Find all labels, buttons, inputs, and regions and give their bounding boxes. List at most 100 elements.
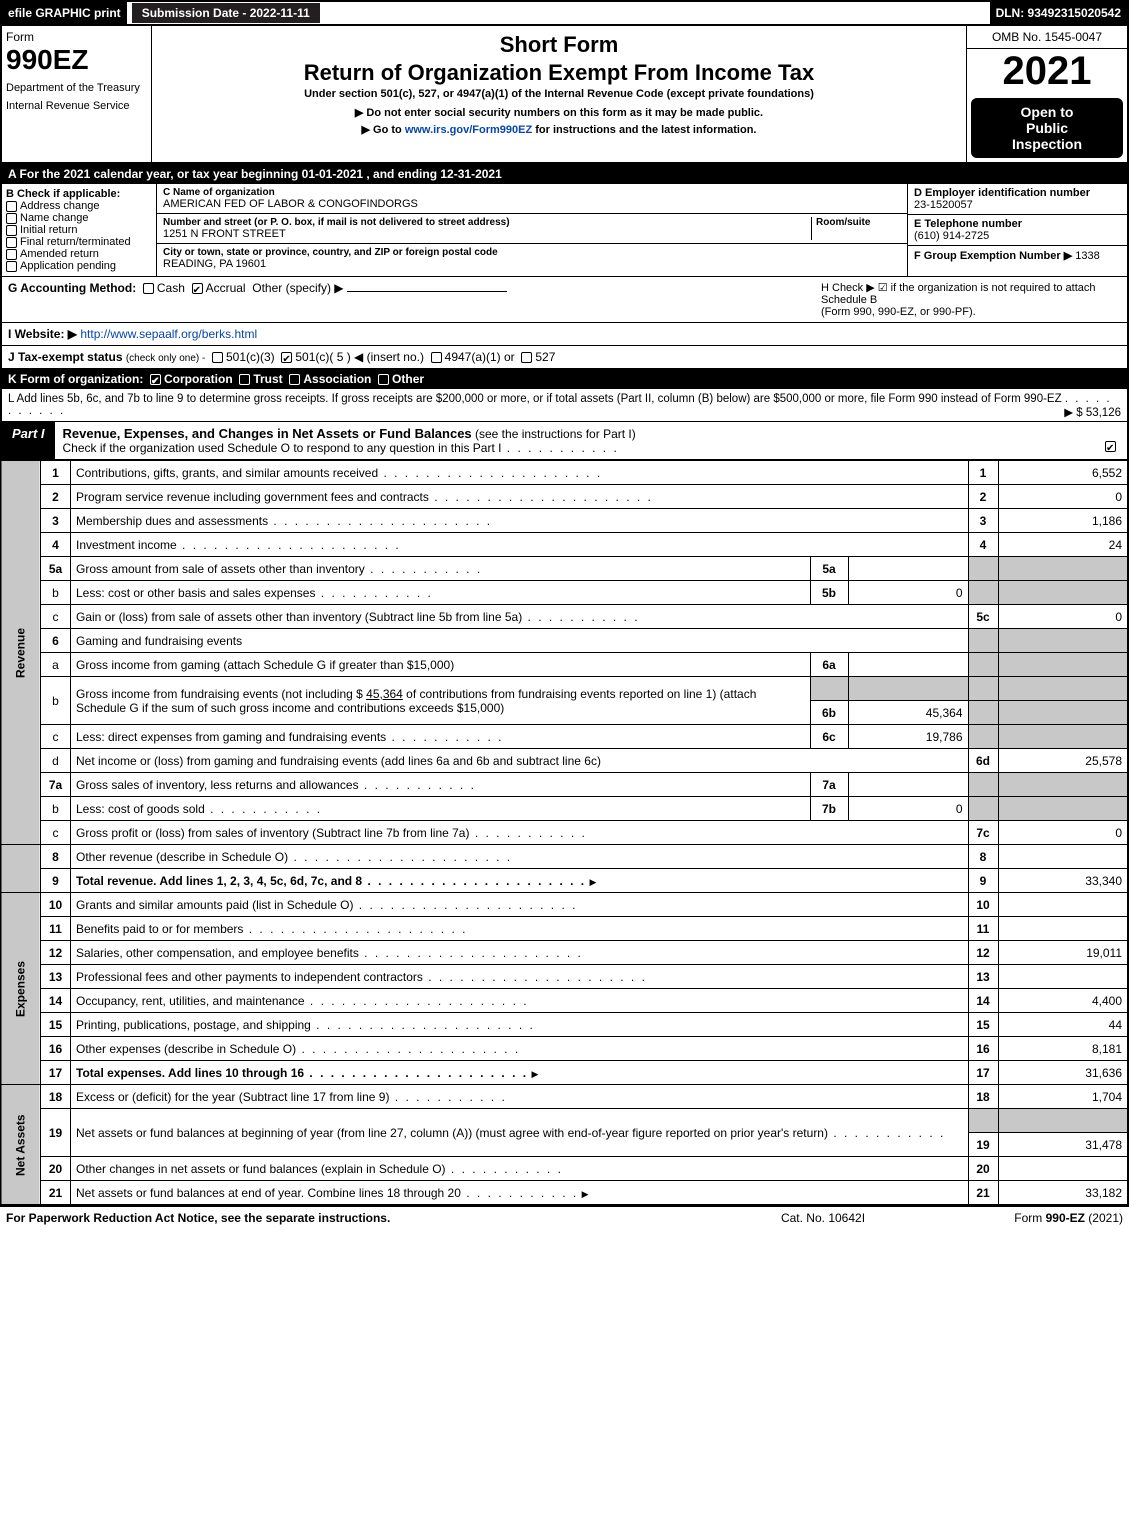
chk-association[interactable] bbox=[289, 374, 300, 385]
table-row: 6Gaming and fundraising events bbox=[1, 629, 1128, 653]
desc: Gross income from gaming (attach Schedul… bbox=[71, 653, 811, 677]
part-i-desc: Revenue, Expenses, and Changes in Net As… bbox=[55, 422, 1127, 459]
org-name: AMERICAN FED OF LABOR & CONGOFINDORGS bbox=[163, 198, 901, 210]
lbl-name-change: Name change bbox=[20, 212, 89, 224]
c-street-label: Number and street (or P. O. box, if mail… bbox=[163, 217, 811, 228]
mini-ln: 6b bbox=[810, 701, 848, 725]
val: 44 bbox=[998, 1013, 1128, 1037]
j-label: J Tax-exempt status bbox=[8, 350, 123, 364]
arrow-icon bbox=[589, 874, 599, 888]
table-row: 16Other expenses (describe in Schedule O… bbox=[1, 1037, 1128, 1061]
lbl-address-change: Address change bbox=[20, 200, 100, 212]
ln: 1 bbox=[41, 461, 71, 485]
efile-print[interactable]: efile GRAPHIC print bbox=[2, 2, 127, 24]
desc: Salaries, other compensation, and employ… bbox=[76, 946, 583, 960]
chk-schedule-o[interactable] bbox=[1105, 441, 1116, 452]
chk-501c3[interactable] bbox=[212, 352, 223, 363]
val: 0 bbox=[998, 821, 1128, 845]
chk-final-return[interactable] bbox=[6, 237, 17, 248]
chk-4947[interactable] bbox=[431, 352, 442, 363]
chk-other-org[interactable] bbox=[378, 374, 389, 385]
num: 19 bbox=[968, 1133, 998, 1157]
chk-527[interactable] bbox=[521, 352, 532, 363]
num-grey bbox=[968, 653, 998, 677]
desc: Less: cost or other basis and sales expe… bbox=[76, 586, 433, 600]
num: 8 bbox=[968, 845, 998, 869]
desc: Net assets or fund balances at beginning… bbox=[76, 1126, 945, 1140]
footer-right-post: (2021) bbox=[1085, 1211, 1123, 1225]
ln: 15 bbox=[41, 1013, 71, 1037]
desc: Gross amount from sale of assets other t… bbox=[76, 562, 482, 576]
lines-table: Revenue 1Contributions, gifts, grants, a… bbox=[0, 460, 1129, 1205]
website-link[interactable]: http://www.sepaalf.org/berks.html bbox=[80, 327, 257, 341]
open-line-2: Public bbox=[977, 120, 1117, 136]
val: 1,704 bbox=[998, 1085, 1128, 1109]
lbl-cash: Cash bbox=[157, 281, 185, 295]
ln: 13 bbox=[41, 965, 71, 989]
ln: d bbox=[41, 749, 71, 773]
desc: Net assets or fund balances at end of ye… bbox=[76, 1186, 578, 1200]
lbl-501c3: 501(c)(3) bbox=[226, 350, 275, 364]
val: 8,181 bbox=[998, 1037, 1128, 1061]
section-expenses: Expenses bbox=[1, 893, 41, 1085]
mini-grey bbox=[810, 677, 848, 701]
ln: a bbox=[41, 653, 71, 677]
lbl-trust: Trust bbox=[253, 372, 282, 386]
ln: 5a bbox=[41, 557, 71, 581]
chk-corporation[interactable] bbox=[150, 374, 161, 385]
val-grey bbox=[998, 797, 1128, 821]
chk-accrual[interactable] bbox=[192, 283, 203, 294]
val bbox=[998, 965, 1128, 989]
table-row: 7aGross sales of inventory, less returns… bbox=[1, 773, 1128, 797]
table-row: 19Net assets or fund balances at beginni… bbox=[1, 1109, 1128, 1133]
mini-val bbox=[848, 653, 968, 677]
val: 1,186 bbox=[998, 509, 1128, 533]
chk-501c5[interactable] bbox=[281, 352, 292, 363]
num-grey bbox=[968, 1109, 998, 1133]
open-to-public: Open to Public Inspection bbox=[971, 98, 1123, 158]
open-line-3: Inspection bbox=[977, 136, 1117, 152]
chk-amended-return[interactable] bbox=[6, 249, 17, 260]
table-row: aGross income from gaming (attach Schedu… bbox=[1, 653, 1128, 677]
desc-6b: Gross income from fundraising events (no… bbox=[71, 677, 811, 725]
chk-initial-return[interactable] bbox=[6, 225, 17, 236]
ln: c bbox=[41, 821, 71, 845]
num: 3 bbox=[968, 509, 998, 533]
footer: For Paperwork Reduction Act Notice, see … bbox=[0, 1205, 1129, 1229]
submission-date: Submission Date - 2022-11-11 bbox=[131, 2, 321, 24]
goto-pre: ▶ Go to bbox=[362, 124, 405, 136]
header-right: OMB No. 1545-0047 2021 Open to Public In… bbox=[967, 26, 1127, 162]
arrow-icon bbox=[582, 1186, 592, 1200]
desc: Other revenue (describe in Schedule O) bbox=[76, 850, 512, 864]
chk-application-pending[interactable] bbox=[6, 261, 17, 272]
val: 6,552 bbox=[998, 461, 1128, 485]
val-grey bbox=[998, 773, 1128, 797]
form-number: 990EZ bbox=[6, 44, 147, 76]
row-k-form-of-org: K Form of organization: Corporation Trus… bbox=[0, 369, 1129, 389]
chk-trust[interactable] bbox=[239, 374, 250, 385]
irs-link[interactable]: www.irs.gov/Form990EZ bbox=[405, 124, 532, 136]
section-revenue-cont bbox=[1, 845, 41, 893]
row-j-tax-exempt: J Tax-exempt status (check only one) - 5… bbox=[0, 346, 1129, 369]
chk-name-change[interactable] bbox=[6, 213, 17, 224]
desc: Investment income bbox=[76, 538, 401, 552]
chk-cash[interactable] bbox=[143, 283, 154, 294]
lbl-final-return: Final return/terminated bbox=[20, 236, 131, 248]
table-row: dNet income or (loss) from gaming and fu… bbox=[1, 749, 1128, 773]
desc: Total expenses. Add lines 10 through 16 bbox=[76, 1066, 528, 1080]
table-row: 8Other revenue (describe in Schedule O)8 bbox=[1, 845, 1128, 869]
ln: 20 bbox=[41, 1157, 71, 1181]
table-row: cGross profit or (loss) from sales of in… bbox=[1, 821, 1128, 845]
num: 14 bbox=[968, 989, 998, 1013]
desc: Total revenue. Add lines 1, 2, 3, 4, 5c,… bbox=[76, 874, 586, 888]
chk-address-change[interactable] bbox=[6, 201, 17, 212]
num: 1 bbox=[968, 461, 998, 485]
val: 25,578 bbox=[998, 749, 1128, 773]
r6b-amt: 45,364 bbox=[366, 687, 403, 701]
val bbox=[998, 893, 1128, 917]
other-specify-input[interactable] bbox=[347, 291, 507, 292]
ln: 12 bbox=[41, 941, 71, 965]
omb-number: OMB No. 1545-0047 bbox=[967, 26, 1127, 49]
ln: 3 bbox=[41, 509, 71, 533]
num: 15 bbox=[968, 1013, 998, 1037]
